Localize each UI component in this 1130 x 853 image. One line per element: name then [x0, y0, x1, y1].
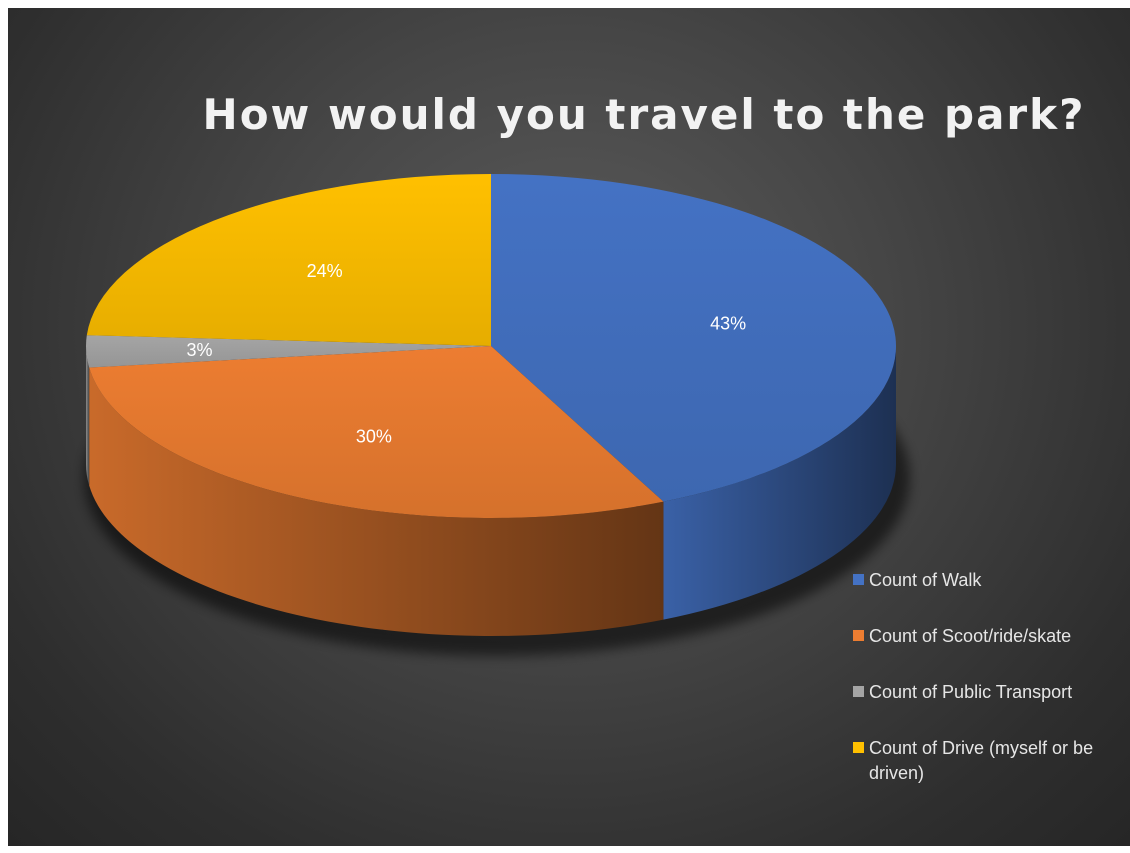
legend-label: Count of Public Transport: [869, 682, 1073, 702]
legend-item: Count of Scoot/ride/skate: [853, 624, 1123, 649]
legend-item: Count of Walk: [853, 568, 1123, 593]
chart-area: How would you travel to the park? 43% 30%…: [8, 8, 1130, 846]
legend-label: Count of Walk: [869, 570, 982, 590]
pie-slice: [89, 346, 664, 518]
pie-chart: 43% 30% 3% 24%: [84, 174, 910, 656]
pie-slice-side: [86, 346, 90, 486]
legend-swatch: [853, 630, 864, 641]
legend-swatch: [853, 686, 864, 697]
data-label: 3%: [187, 340, 213, 360]
data-label: 24%: [307, 261, 343, 281]
legend-swatch: [853, 574, 864, 585]
legend-item: Count of Public Transport: [853, 680, 1123, 705]
legend-label: Count of Scoot/ride/skate: [869, 626, 1072, 646]
pie-slice: [491, 174, 897, 502]
data-label: 30%: [356, 426, 392, 446]
chart-title: How would you travel to the park?: [202, 90, 1086, 139]
legend-label: Count of Drive (myself or be driven): [869, 738, 1094, 783]
data-label: 43%: [710, 313, 746, 333]
pie-slice: [86, 174, 492, 346]
legend: Count of Walk Count of Scoot/ride/skate Co…: [853, 568, 1123, 817]
legend-item: Count of Drive (myself or be driven): [853, 736, 1123, 786]
pie-slice: [86, 335, 491, 368]
pie-slice-side: [89, 367, 664, 636]
pie-slice-side: [663, 346, 896, 620]
legend-swatch: [853, 742, 864, 753]
